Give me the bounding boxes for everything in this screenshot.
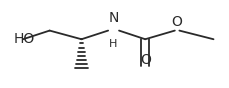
Text: N: N <box>108 11 119 25</box>
Text: O: O <box>172 15 183 29</box>
Text: H: H <box>109 39 117 49</box>
Text: HO: HO <box>13 32 34 46</box>
Text: O: O <box>140 53 151 67</box>
